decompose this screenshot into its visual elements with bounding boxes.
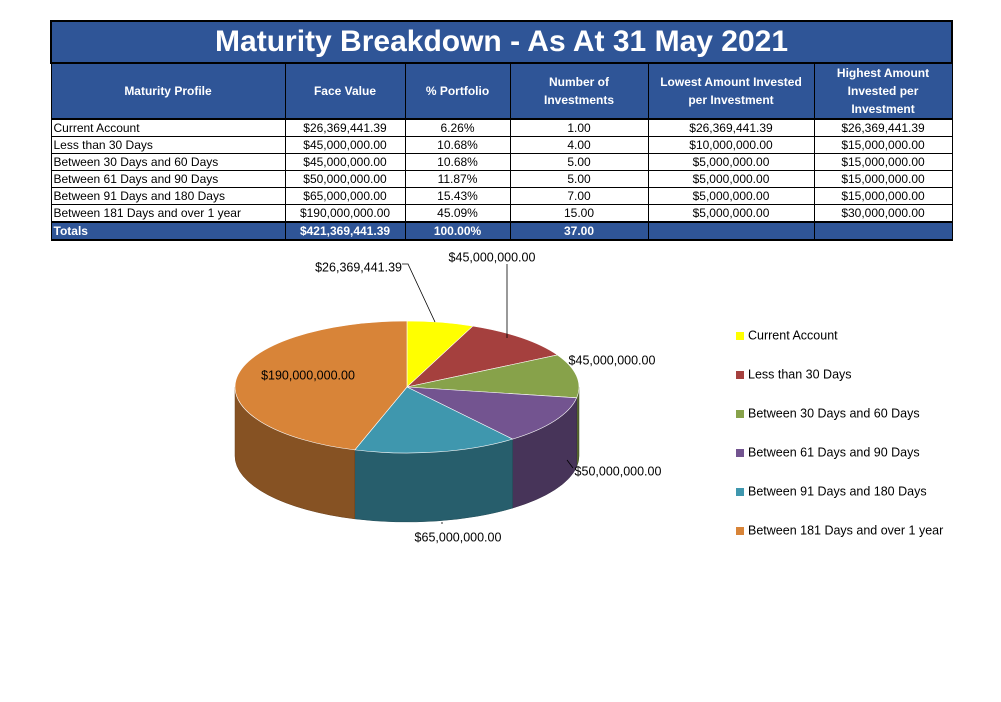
pie-side-walls — [234, 386, 580, 523]
cell-percent-portfolio: 11.87% — [404, 170, 511, 188]
cell-number-of-investments: 5.00 — [509, 153, 649, 171]
legend-label-5: Between 181 Days and over 1 year — [748, 523, 943, 537]
pie-slice-2 — [406, 354, 580, 399]
cell-maturity-profile: Less than 30 Days — [50, 136, 286, 154]
legend-swatch-5 — [736, 527, 744, 535]
pie-legend: Current Account Less than 30 Days Between … — [736, 328, 943, 537]
cell-maturity-profile: Between 61 Days and 90 Days — [50, 170, 286, 188]
table-row: Between 61 Days and 90 Days $50,000,000.0… — [50, 170, 953, 188]
cell-highest-amount: $26,369,441.39 — [813, 118, 953, 137]
cell-lowest-amount: $5,000,000.00 — [647, 187, 815, 205]
cell-face-value: $45,000,000.00 — [284, 136, 406, 154]
cell-highest-amount: $15,000,000.00 — [813, 136, 953, 154]
table-row: Less than 30 Days $45,000,000.00 10.68% 4.0… — [50, 136, 953, 154]
legend-swatch-2 — [736, 410, 744, 418]
table-title-row: Maturity Breakdown - As At 31 May 2021 — [49, 20, 954, 64]
pie-data-label-4: $65,000,000.00 — [415, 530, 502, 544]
table-header-row: Maturity Profile Face Value % Portfolio … — [50, 62, 953, 120]
pie-leader-line-0 — [402, 263, 436, 323]
header-number-of-investments: Number of Investments — [509, 62, 649, 120]
cell-maturity-profile: Between 30 Days and 60 Days — [50, 153, 286, 171]
totals-highest — [813, 221, 953, 241]
header-maturity-profile: Maturity Profile — [50, 62, 286, 120]
pie-slice-4 — [354, 386, 514, 454]
cell-lowest-amount: $26,369,441.39 — [647, 118, 815, 137]
totals-percent: 100.00% — [404, 221, 511, 241]
cell-number-of-investments: 7.00 — [509, 187, 649, 205]
pie-data-label-1: $45,000,000.00 — [449, 250, 536, 264]
cell-maturity-profile: Between 181 Days and over 1 year — [50, 204, 286, 223]
table-row: Between 91 Days and 180 Days $65,000,000.… — [50, 187, 953, 205]
pie-slices — [234, 320, 580, 454]
cell-face-value: $65,000,000.00 — [284, 187, 406, 205]
pie-data-label-2: $45,000,000.00 — [569, 353, 656, 367]
pie-data-label-5: $190,000,000.00 — [261, 368, 355, 382]
pie-data-labels: $26,369,441.39 $45,000,000.00 $45,000,000.… — [261, 250, 661, 544]
cell-number-of-investments: 15.00 — [509, 204, 649, 223]
legend-label-1: Less than 30 Days — [748, 367, 852, 381]
header-highest-amount: Highest Amount Invested per Investment — [813, 62, 953, 120]
cell-face-value: $50,000,000.00 — [284, 170, 406, 188]
cell-lowest-amount: $10,000,000.00 — [647, 136, 815, 154]
table-row: Between 181 Days and over 1 year $190,000… — [50, 204, 953, 223]
pie-slice-1 — [405, 325, 559, 388]
table-body: Current Account $26,369,441.39 6.26% 1.00 $2… — [50, 118, 953, 223]
legend-label-0: Current Account — [748, 328, 838, 342]
table-title: Maturity Breakdown - As At 31 May 2021 — [49, 20, 954, 64]
totals-face-value: $421,369,441.39 — [284, 221, 406, 241]
legend-label-2: Between 30 Days and 60 Days — [748, 406, 920, 420]
header-percent-portfolio: % Portfolio — [404, 62, 511, 120]
table-totals-row: Totals $421,369,441.39 100.00% 37.00 — [50, 221, 953, 241]
header-face-value: Face Value — [284, 62, 406, 120]
maturity-table: Maturity Breakdown - As At 31 May 2021 M… — [49, 20, 954, 241]
cell-lowest-amount: $5,000,000.00 — [647, 170, 815, 188]
cell-number-of-investments: 1.00 — [509, 118, 649, 137]
table-row: Between 30 Days and 60 Days $45,000,000.0… — [50, 153, 953, 171]
totals-label: Totals — [50, 221, 286, 241]
cell-percent-portfolio: 10.68% — [404, 153, 511, 171]
pie-side-2 — [576, 386, 580, 467]
pie-slice-3 — [406, 386, 578, 440]
cell-percent-portfolio: 15.43% — [404, 187, 511, 205]
cell-highest-amount: $30,000,000.00 — [813, 204, 953, 223]
cell-maturity-profile: Between 91 Days and 180 Days — [50, 187, 286, 205]
totals-lowest — [647, 221, 815, 241]
cell-highest-amount: $15,000,000.00 — [813, 153, 953, 171]
legend-label-3: Between 61 Days and 90 Days — [748, 445, 920, 459]
legend-swatch-1 — [736, 371, 744, 379]
cell-percent-portfolio: 10.68% — [404, 136, 511, 154]
cell-percent-portfolio: 45.09% — [404, 204, 511, 223]
legend-swatch-0 — [736, 332, 744, 340]
totals-count: 37.00 — [509, 221, 649, 241]
legend-swatch-4 — [736, 488, 744, 496]
header-lowest-amount: Lowest Amount Invested per Investment — [647, 62, 815, 120]
legend-swatch-3 — [736, 449, 744, 457]
cell-face-value: $26,369,441.39 — [284, 118, 406, 137]
cell-number-of-investments: 4.00 — [509, 136, 649, 154]
pie-slice-5 — [234, 320, 408, 451]
cell-face-value: $190,000,000.00 — [284, 204, 406, 223]
cell-percent-portfolio: 6.26% — [404, 118, 511, 137]
cell-highest-amount: $15,000,000.00 — [813, 187, 953, 205]
cell-highest-amount: $15,000,000.00 — [813, 170, 953, 188]
maturity-pie-chart: $26,369,441.39 $45,000,000.00 $45,000,000.… — [234, 250, 943, 544]
pie-data-label-0: $26,369,441.39 — [315, 260, 402, 274]
cell-face-value: $45,000,000.00 — [284, 153, 406, 171]
cell-lowest-amount: $5,000,000.00 — [647, 153, 815, 171]
pie-leader-line-3 — [566, 459, 574, 469]
cell-number-of-investments: 5.00 — [509, 170, 649, 188]
legend-label-4: Between 91 Days and 180 Days — [748, 484, 927, 498]
pie-data-label-3: $50,000,000.00 — [575, 464, 662, 478]
cell-maturity-profile: Current Account — [50, 118, 286, 137]
table-row: Current Account $26,369,441.39 6.26% 1.00 $2… — [50, 118, 953, 137]
cell-lowest-amount: $5,000,000.00 — [647, 204, 815, 223]
